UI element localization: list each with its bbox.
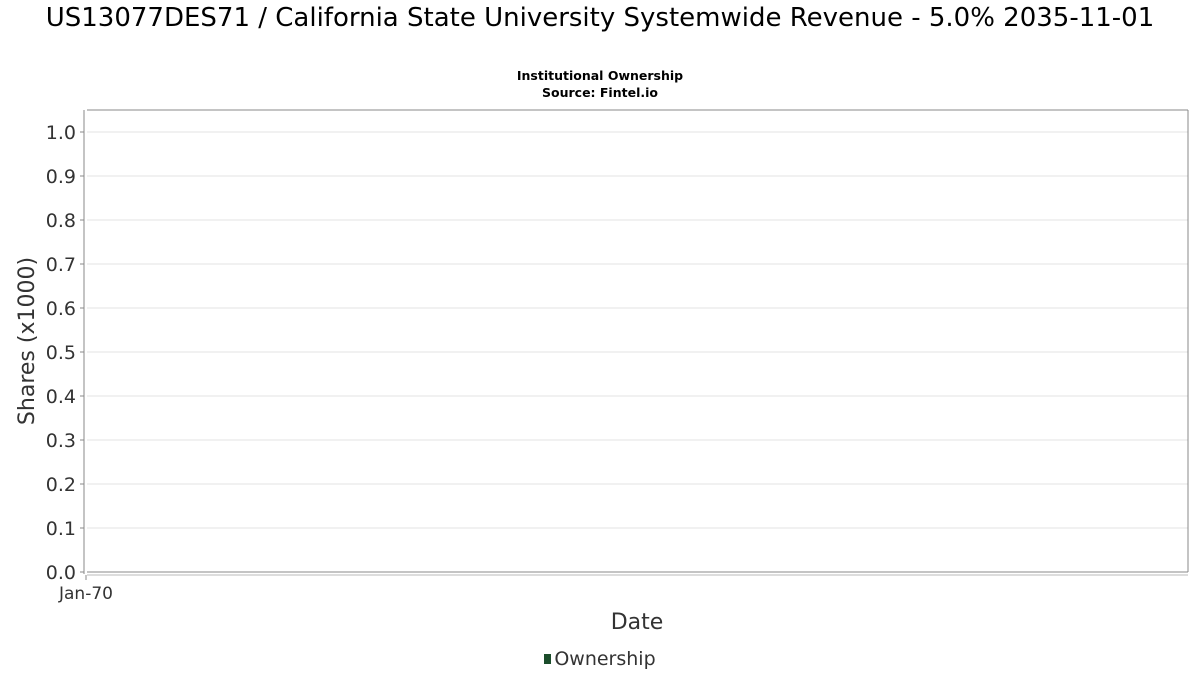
y-tick-label: 0.9 bbox=[46, 166, 76, 188]
x-axis-ticks: Jan-70 bbox=[58, 575, 113, 604]
plot-area bbox=[87, 110, 1188, 572]
legend-label-ownership: Ownership bbox=[554, 648, 656, 670]
y-tick-label: 0.1 bbox=[46, 518, 76, 540]
chart-subtitle: Institutional Ownership bbox=[516, 68, 684, 83]
y-tick-label: 0.5 bbox=[46, 342, 76, 364]
y-tick-label: 0.6 bbox=[46, 298, 76, 320]
y-tick-label: 0.8 bbox=[46, 210, 76, 232]
legend: Ownership bbox=[0, 648, 1200, 670]
y-axis-label: Shares (x1000) bbox=[15, 257, 40, 425]
y-tick-label: 0.3 bbox=[46, 430, 76, 452]
y-tick-label: 1.0 bbox=[46, 122, 76, 144]
chart-source: Source: Fintel.io bbox=[542, 85, 658, 100]
x-tick-label: Jan-70 bbox=[58, 584, 113, 604]
x-axis-label: Date bbox=[611, 610, 664, 635]
y-axis-ticks: 0.0 0.1 0.2 0.3 0.4 0.5 0.6 0.7 0.8 0.9 1.0 bbox=[46, 122, 84, 584]
grid-lines bbox=[87, 131, 1188, 529]
y-tick-label: 0.2 bbox=[46, 474, 76, 496]
y-tick-label: 0.0 bbox=[46, 562, 76, 584]
chart-title: US13077DES71 / California State Universi… bbox=[45, 3, 1155, 33]
legend-swatch-ownership bbox=[544, 654, 552, 664]
y-tick-label: 0.7 bbox=[46, 254, 76, 276]
y-tick-label: 0.4 bbox=[46, 386, 76, 408]
